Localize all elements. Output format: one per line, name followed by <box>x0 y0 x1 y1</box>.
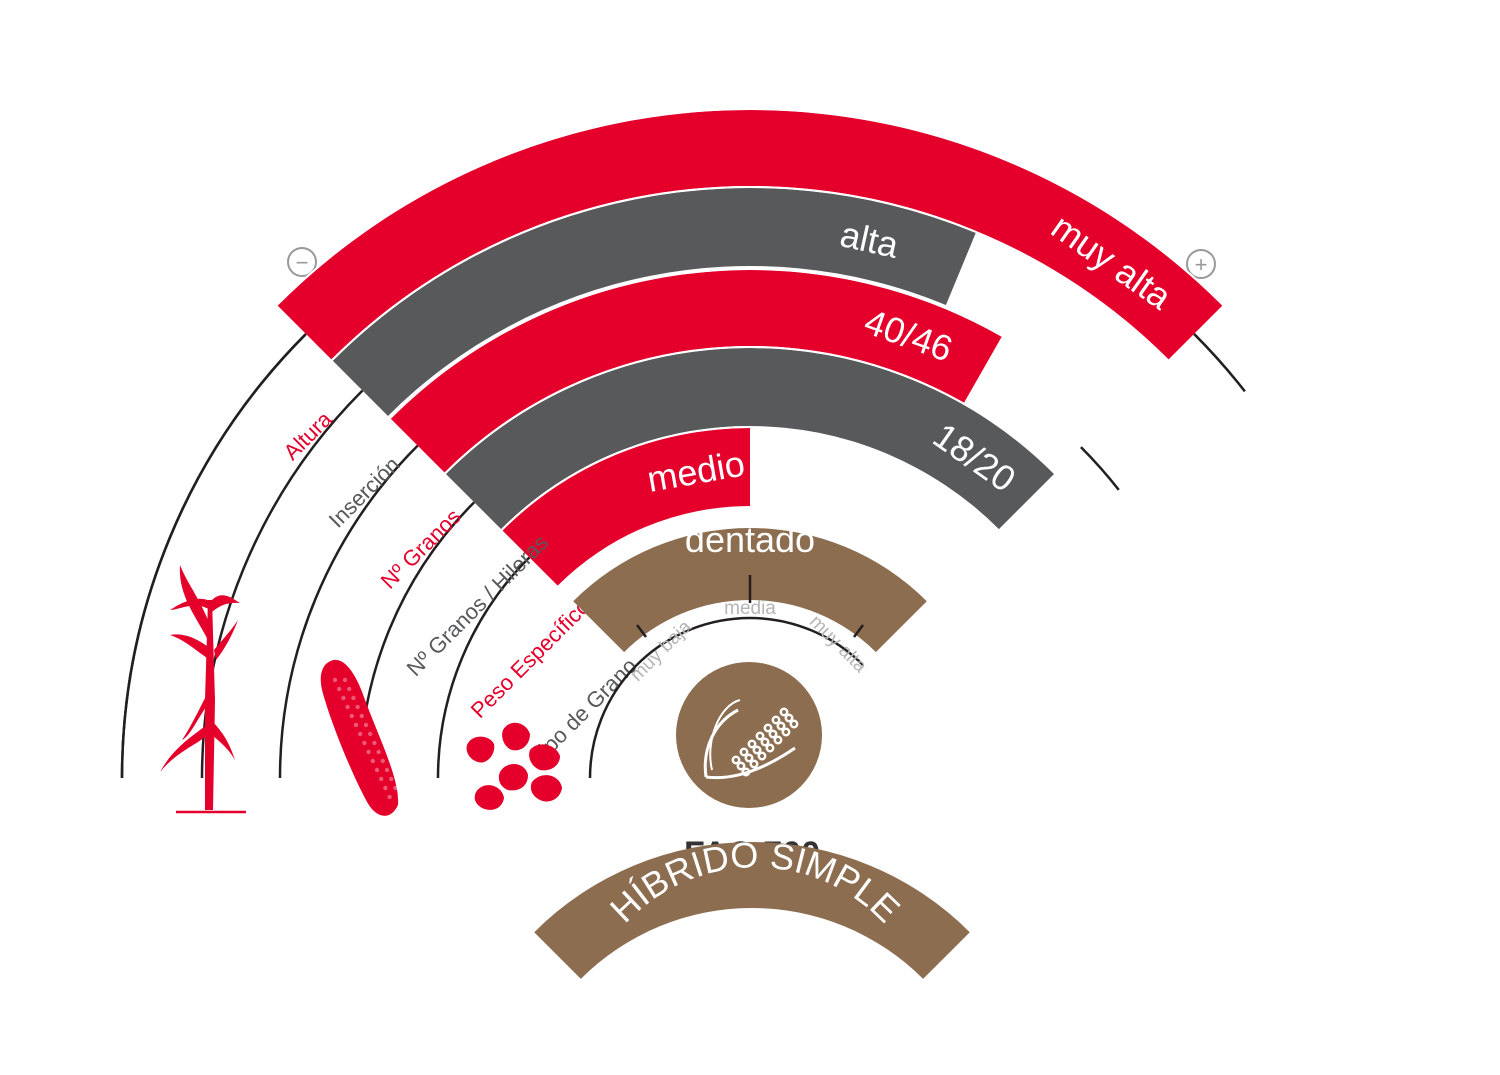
ear-kernel <box>374 767 380 773</box>
cob-kernel <box>781 727 791 737</box>
cob-kernel <box>789 719 799 729</box>
band-separator-4 <box>501 426 751 531</box>
trait-band-4 <box>502 428 750 586</box>
cob-kernel <box>768 729 778 739</box>
trait-band-0 <box>277 110 1223 360</box>
cob-kernel <box>752 745 762 755</box>
ear-kernel <box>387 794 392 800</box>
corn-cob-icon <box>676 662 822 808</box>
ear-kernel <box>366 749 371 755</box>
ear-kernel <box>337 686 342 692</box>
ear-kernel <box>368 731 373 737</box>
guide-arc-4 <box>436 556 531 779</box>
ear-kernel <box>345 704 350 710</box>
ear-kernel <box>341 695 346 701</box>
ear-kernel <box>376 749 381 755</box>
scale-max-icon: + <box>1186 249 1216 279</box>
ear-kernel <box>353 722 359 728</box>
cob-kernel <box>763 723 773 733</box>
cob-kernel <box>784 713 794 723</box>
corn-kernels-icon <box>466 722 562 810</box>
hybrid-band: HÍBRIDO SIMPLE <box>534 834 970 979</box>
cob-kernel <box>757 751 767 761</box>
cob-kernel <box>760 737 770 747</box>
cob-kernel <box>776 721 786 731</box>
cob-kernel <box>771 715 781 725</box>
cob-kernel <box>749 759 759 769</box>
cob-kernel <box>736 761 746 771</box>
ear-kernel <box>383 785 388 791</box>
ear-kernel <box>389 776 394 782</box>
ear-kernel <box>347 686 352 692</box>
trait-name-1: Inserción <box>324 452 405 533</box>
guide-arc-right-0 <box>1193 333 1246 393</box>
cob-kernel <box>739 747 749 757</box>
band-separator-2 <box>389 268 1003 419</box>
guide-arc-right-1 <box>1080 446 1120 491</box>
ear-kernel <box>351 695 356 701</box>
grain-scale-mid: media <box>724 598 776 619</box>
ear-kernel <box>380 758 385 764</box>
cob-kernel <box>747 739 757 749</box>
ear-kernel <box>372 740 377 746</box>
ear-kernel <box>355 704 360 710</box>
corn-ear-icon <box>320 659 402 816</box>
ear-kernel <box>342 677 348 683</box>
scale-min-sign: − <box>296 250 309 275</box>
ear-kernel <box>379 776 384 782</box>
band-separator-0 <box>276 108 1224 306</box>
band-separator-1 <box>331 186 977 361</box>
grain-type-value: dentado <box>685 519 815 560</box>
trait-band-2 <box>390 270 1002 473</box>
cob-kernel <box>765 743 775 753</box>
ear-kernel <box>358 731 363 737</box>
ear-kernel <box>359 713 364 719</box>
ear-kernel <box>332 677 338 683</box>
scale-min-icon: − <box>287 247 317 277</box>
cob-kernel <box>773 735 783 745</box>
cob-kernel <box>755 731 765 741</box>
ear-kernel <box>370 758 375 764</box>
corn-plant-icon <box>160 565 246 814</box>
trait-band-1 <box>332 187 976 416</box>
ear-kernel <box>397 794 402 800</box>
guide-arc-2 <box>278 444 419 779</box>
cob-kernel <box>779 707 789 717</box>
ear-kernel <box>393 785 398 791</box>
cob-kernel <box>744 753 754 763</box>
band-separator-3 <box>444 346 1056 474</box>
cob-kernel <box>731 755 741 765</box>
ear-kernel <box>363 722 369 728</box>
ear-kernel <box>362 740 367 746</box>
trait-band-3 <box>445 348 1055 530</box>
ear-kernel <box>384 767 390 773</box>
trait-name-2: Nº Granos <box>376 504 466 594</box>
ear-kernel <box>349 713 354 719</box>
guide-arc-0 <box>120 333 307 779</box>
scale-max-sign: + <box>1195 252 1208 277</box>
